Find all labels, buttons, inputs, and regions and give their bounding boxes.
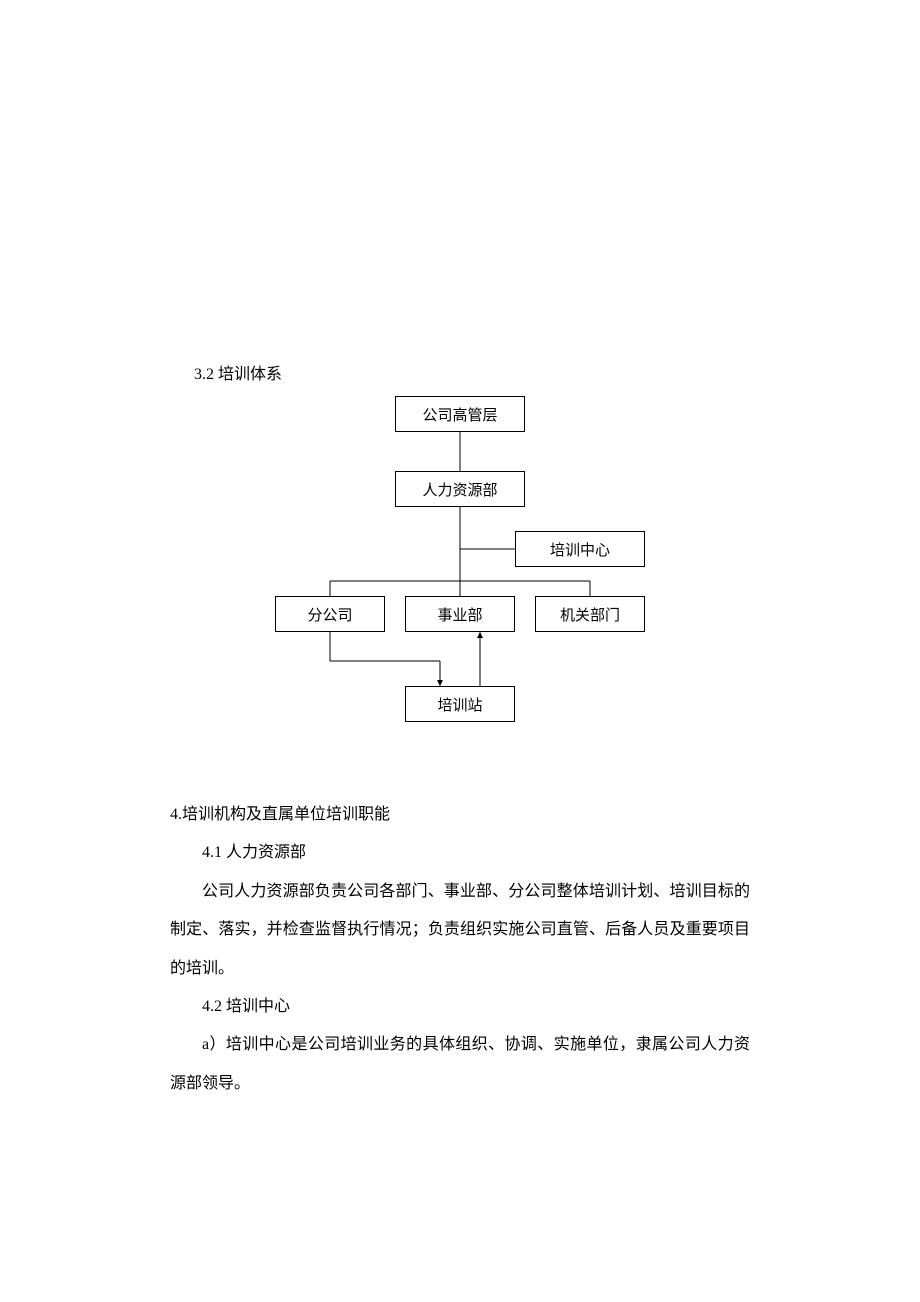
node-label: 公司高管层 (422, 404, 497, 425)
training-system-flowchart: 公司高管层 人力资源部 培训中心 分公司 事业部 机关部门 培训站 (240, 396, 680, 736)
section-3-2-heading: 3.2 培训体系 (194, 360, 750, 384)
section-4-2-heading: 4.2 培训中心 (170, 988, 750, 1026)
flowchart-node-division: 事业部 (405, 596, 515, 632)
section-4-1-heading: 4.1 人力资源部 (170, 834, 750, 872)
flowchart-node-agency: 机关部门 (535, 596, 645, 632)
flowchart-node-training-center: 培训中心 (515, 531, 645, 567)
node-label: 人力资源部 (422, 479, 497, 500)
section-4-heading: 4.培训机构及直属单位培训职能 (170, 796, 750, 834)
node-label: 分公司 (307, 604, 352, 625)
flowchart-node-executive: 公司高管层 (395, 396, 525, 432)
document-page: 3.2 培训体系 (0, 0, 920, 1183)
flowchart-node-training-station: 培训站 (405, 686, 515, 722)
flowchart-node-branch: 分公司 (275, 596, 385, 632)
section-4-1-paragraph: 公司人力资源部负责公司各部门、事业部、分公司整体培训计划、培训目标的制定、落实，… (170, 873, 750, 988)
node-label: 机关部门 (560, 604, 620, 625)
node-label: 事业部 (437, 604, 482, 625)
flowchart-node-hr: 人力资源部 (395, 471, 525, 507)
node-label: 培训站 (437, 694, 482, 715)
section-4-body: 4.培训机构及直属单位培训职能 4.1 人力资源部 公司人力资源部负责公司各部门… (170, 796, 750, 1103)
node-label: 培训中心 (550, 539, 610, 560)
section-4-2-paragraph-a: a）培训中心是公司培训业务的具体组织、协调、实施单位，隶属公司人力资源部领导。 (170, 1026, 750, 1103)
